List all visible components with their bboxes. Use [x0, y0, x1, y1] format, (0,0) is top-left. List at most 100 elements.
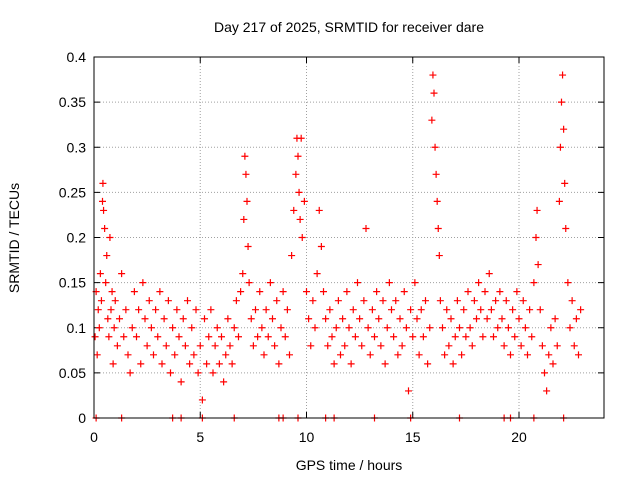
data-point: [205, 333, 213, 341]
data-point: [413, 315, 421, 323]
data-point: [577, 306, 585, 314]
data-point: [492, 297, 500, 305]
data-point: [232, 297, 240, 305]
data-point: [562, 224, 570, 232]
data-point: [281, 333, 289, 341]
data-point: [122, 306, 130, 314]
data-point: [296, 215, 304, 223]
data-point: [239, 270, 247, 278]
data-point: [507, 351, 514, 359]
data-point: [379, 297, 387, 305]
y-tick-label: 0: [78, 410, 86, 426]
data-point: [538, 342, 546, 350]
data-point: [375, 315, 383, 323]
data-point: [128, 324, 136, 332]
data-point: [260, 351, 268, 359]
data-point: [534, 261, 542, 269]
data-point: [95, 324, 103, 332]
data-point: [230, 324, 238, 332]
data-point: [332, 324, 340, 332]
data-point: [141, 315, 149, 323]
data-point: [307, 342, 315, 350]
data-point: [93, 351, 101, 359]
data-point: [405, 387, 412, 395]
data-point: [171, 351, 179, 359]
data-point: [400, 288, 408, 296]
data-point: [158, 360, 166, 368]
data-point: [479, 333, 487, 341]
data-point: [226, 342, 234, 350]
data-point: [449, 360, 457, 368]
data-point: [430, 89, 438, 97]
data-point: [526, 306, 534, 314]
data-point: [256, 288, 264, 296]
data-point: [422, 297, 429, 305]
data-point: [309, 297, 317, 305]
data-point: [547, 324, 555, 332]
data-point: [337, 351, 344, 359]
data-point: [392, 297, 400, 305]
data-point: [298, 234, 306, 241]
data-point: [541, 369, 548, 377]
data-point: [177, 378, 185, 386]
data-point: [432, 170, 440, 178]
y-tick-label: 0.4: [67, 49, 87, 65]
data-point: [394, 351, 402, 359]
data-point: [390, 333, 398, 341]
data-point: [477, 306, 485, 314]
data-point: [242, 170, 250, 178]
data-point: [303, 288, 310, 296]
data-point: [196, 342, 204, 350]
data-point: [371, 333, 378, 341]
data-point: [184, 297, 191, 305]
data-point: [116, 315, 123, 323]
data-point: [313, 270, 321, 278]
data-point: [349, 306, 357, 314]
x-tick-label: 0: [90, 429, 98, 445]
data-point: [124, 351, 132, 359]
data-point: [297, 134, 305, 142]
data-point: [203, 360, 211, 368]
data-point: [530, 279, 538, 287]
data-points: [91, 71, 585, 422]
data-point: [162, 342, 170, 350]
data-point: [407, 306, 415, 314]
data-point: [572, 315, 580, 323]
data-point: [120, 333, 128, 341]
data-point: [500, 342, 508, 350]
data-point: [258, 324, 266, 332]
data-point: [150, 351, 157, 359]
data-point: [415, 351, 423, 359]
data-point: [105, 333, 113, 341]
data-point: [345, 324, 353, 332]
data-point: [179, 315, 187, 323]
data-point: [496, 288, 504, 296]
data-point: [96, 270, 104, 278]
data-point: [97, 297, 105, 305]
data-point: [237, 288, 245, 296]
data-point: [443, 306, 451, 314]
data-point: [447, 315, 455, 323]
data-point: [102, 279, 110, 287]
data-point: [188, 324, 196, 332]
data-point: [366, 351, 374, 359]
data-point: [211, 342, 219, 350]
data-point: [215, 360, 223, 368]
data-point: [160, 315, 168, 323]
data-point: [509, 306, 517, 314]
chart-title: Day 217 of 2025, SRMTID for receiver dar…: [214, 19, 484, 35]
data-point: [100, 206, 108, 214]
data-point: [288, 252, 296, 260]
data-point: [169, 324, 177, 332]
data-point: [190, 351, 198, 359]
data-point: [326, 306, 334, 314]
data-point: [245, 279, 253, 287]
data-point: [173, 306, 181, 314]
data-point: [249, 342, 257, 350]
data-point: [559, 71, 567, 79]
data-point: [290, 206, 298, 214]
plot-frame: [93, 56, 605, 419]
data-point: [330, 360, 338, 368]
data-point: [555, 197, 563, 205]
data-point: [451, 333, 459, 341]
